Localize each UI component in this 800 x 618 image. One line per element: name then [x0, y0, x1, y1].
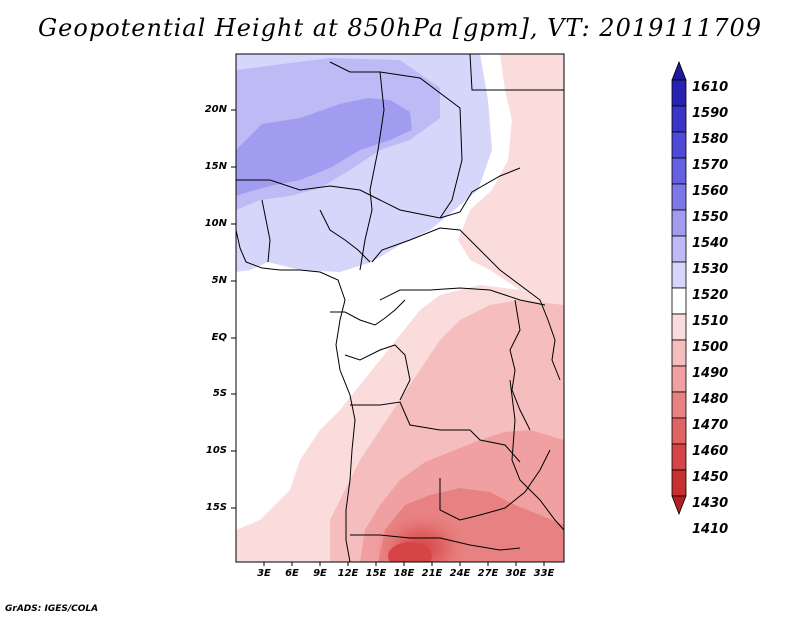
colorbar-swatch: [671, 469, 687, 497]
colorbar: [671, 60, 687, 516]
lon-label: 18E: [393, 568, 415, 579]
lon-label: 33E: [533, 568, 555, 579]
colorbar-label: 1540: [692, 236, 729, 251]
lon-label: 12E: [337, 568, 359, 579]
colorbar-swatch: [671, 235, 687, 263]
axis-ticks: [231, 109, 545, 566]
colorbar-label: 1510: [692, 314, 729, 329]
lon-label: 6E: [285, 568, 299, 579]
colorbar-swatch: [671, 339, 687, 367]
colorbar-swatch: [671, 209, 687, 237]
colorbar-label: 1590: [692, 106, 729, 121]
colorbar-swatch: [671, 313, 687, 341]
colorbar-swatch: [671, 131, 687, 159]
lat-label: 15N: [204, 161, 227, 172]
contour-1500-east: [458, 54, 564, 300]
lon-label: 24E: [449, 568, 471, 579]
colorbar-label: 1610: [692, 80, 729, 95]
colorbar-swatch: [671, 365, 687, 393]
colorbar-arrow-bottom: [671, 495, 687, 516]
colorbar-swatch: [671, 105, 687, 133]
contour-1540: [236, 98, 412, 196]
borders: [236, 54, 564, 562]
lat-label: 5S: [212, 388, 227, 399]
lat-label: 10N: [204, 218, 227, 229]
lon-label: 27E: [477, 568, 499, 579]
colorbar-label: 1560: [692, 184, 729, 199]
lat-label: 5N: [211, 275, 227, 286]
lat-label: 15S: [205, 502, 227, 513]
map-shading: [236, 54, 564, 562]
colorbar-label: 1530: [692, 262, 729, 277]
low-core-inner: [388, 542, 432, 562]
colorbar-label: 1410: [692, 522, 729, 537]
colorbar-swatch: [671, 391, 687, 419]
colorbar-swatch: [671, 183, 687, 211]
colorbar-label: 1550: [692, 210, 729, 225]
colorbar-label: 1460: [692, 444, 729, 459]
colorbar-arrow-top: [671, 60, 687, 81]
lat-label: EQ: [211, 332, 227, 343]
colorbar-swatch: [671, 287, 687, 315]
colorbar-swatch: [671, 443, 687, 471]
chart-title: Geopotential Height at 850hPa [gpm], VT:…: [38, 14, 762, 42]
lat-label: 10S: [205, 445, 227, 456]
colorbar-swatch: [671, 417, 687, 445]
lon-label: 9E: [313, 568, 327, 579]
colorbar-swatch: [671, 261, 687, 289]
colorbar-label: 1490: [692, 366, 729, 381]
colorbar-label: 1500: [692, 340, 729, 355]
map-frame: [235, 53, 565, 563]
colorbar-label: 1430: [692, 496, 729, 511]
colorbar-swatch: [671, 157, 687, 185]
colorbar-label: 1570: [692, 158, 729, 173]
lon-label: 15E: [365, 568, 387, 579]
colorbar-label: 1450: [692, 470, 729, 485]
colorbar-label: 1580: [692, 132, 729, 147]
colorbar-swatch: [671, 79, 687, 107]
lon-label: 21E: [421, 568, 443, 579]
footer-credit: GrADS: IGES/COLA: [5, 604, 99, 614]
colorbar-label: 1480: [692, 392, 729, 407]
colorbar-label: 1470: [692, 418, 729, 433]
lon-label: 30E: [505, 568, 527, 579]
colorbar-label: 1520: [692, 288, 729, 303]
lon-label: 3E: [257, 568, 271, 579]
lat-label: 20N: [204, 104, 227, 115]
